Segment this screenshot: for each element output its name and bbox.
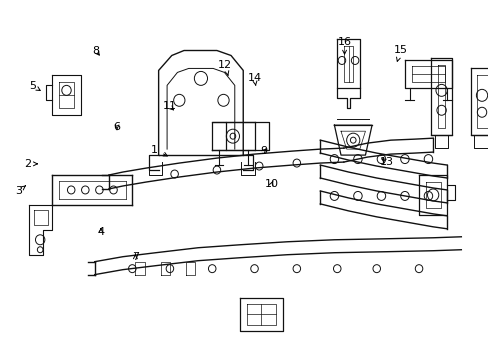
- Text: 14: 14: [247, 73, 261, 86]
- Text: 3: 3: [16, 186, 25, 196]
- Text: 7: 7: [132, 252, 139, 262]
- Text: 13: 13: [379, 157, 393, 167]
- Text: 12: 12: [218, 59, 232, 75]
- Text: 8: 8: [92, 46, 99, 56]
- Text: 2: 2: [24, 159, 37, 169]
- Text: 6: 6: [113, 122, 120, 132]
- Text: 4: 4: [97, 227, 104, 237]
- Text: 15: 15: [393, 45, 407, 61]
- Text: 5: 5: [29, 81, 40, 91]
- Text: 9: 9: [260, 146, 266, 156]
- Text: 1: 1: [151, 144, 167, 156]
- Text: 11: 11: [163, 102, 177, 112]
- Text: 16: 16: [337, 37, 351, 54]
- Text: 10: 10: [264, 179, 278, 189]
